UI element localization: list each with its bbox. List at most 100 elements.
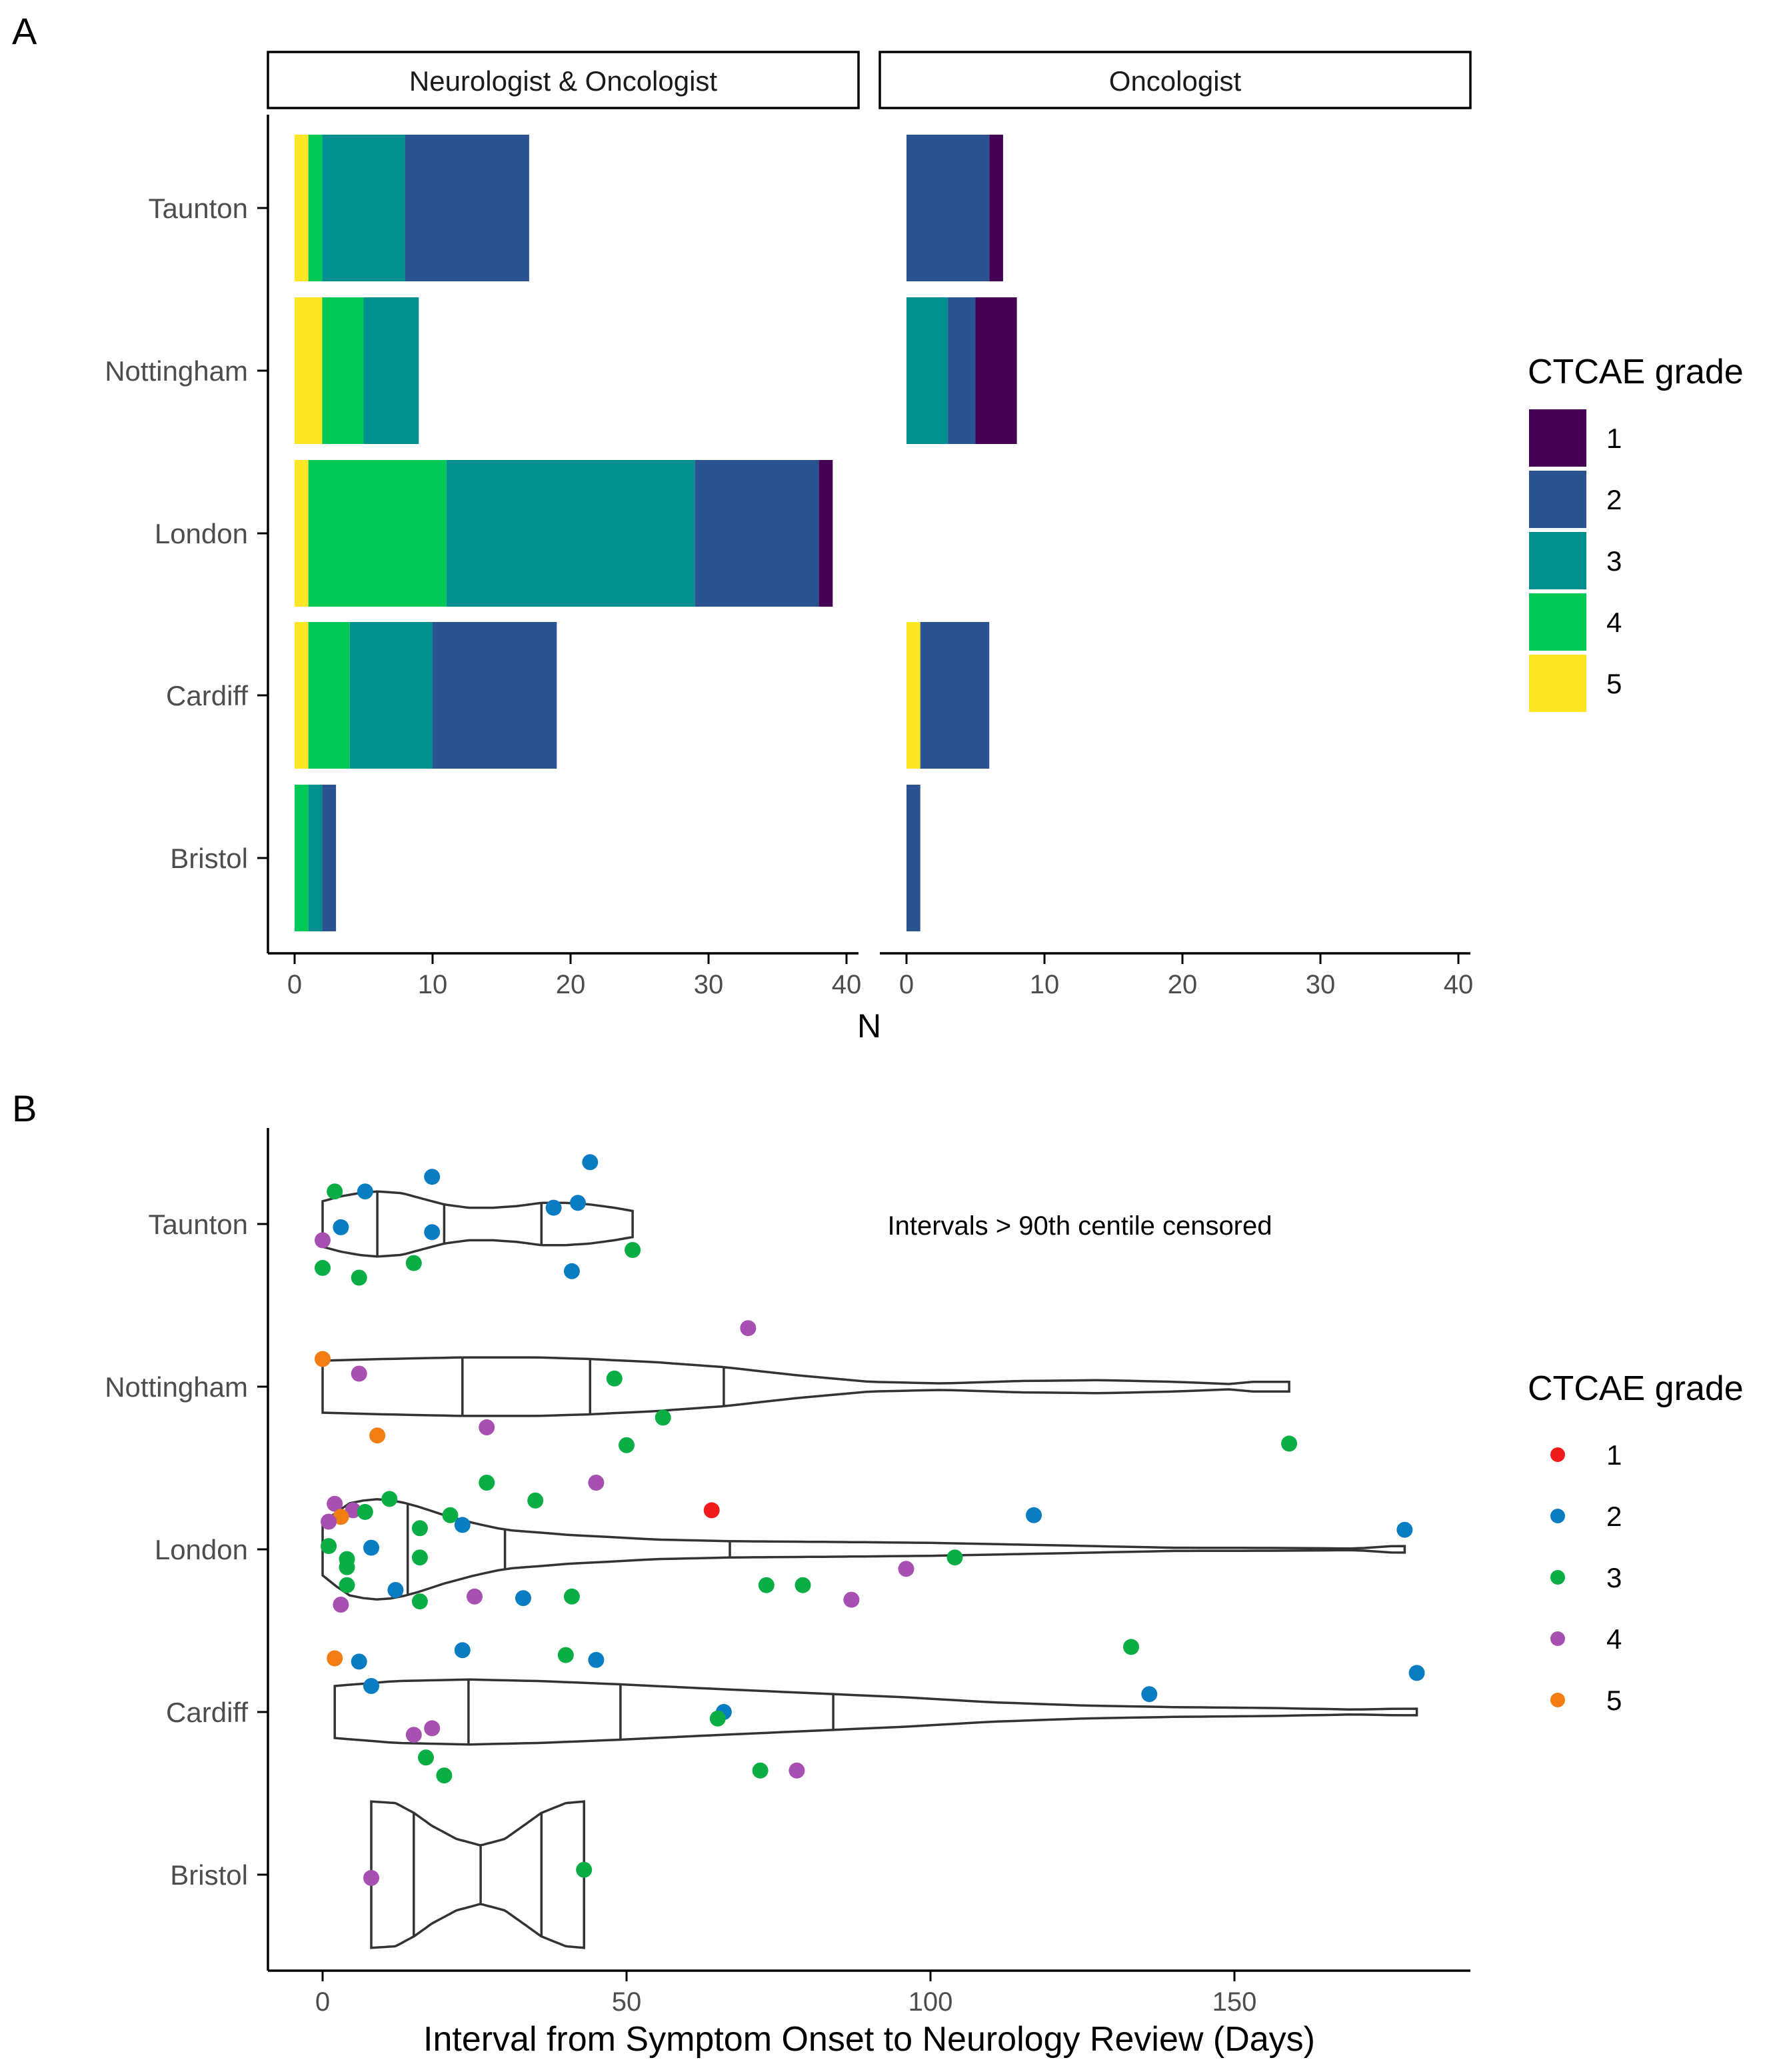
point-london-grade-4: [588, 1475, 605, 1491]
point-taunton-grade-2: [545, 1199, 562, 1216]
point-legend-key: [1550, 1570, 1565, 1585]
point-legend-key: [1550, 1509, 1565, 1523]
bar-segment-london-grade-1: [819, 460, 833, 607]
bar-legend-label: 1: [1606, 423, 1622, 454]
violin-y-tick-label: London: [155, 1534, 248, 1565]
point-london-grade-3: [339, 1577, 355, 1593]
point-taunton-grade-3: [351, 1269, 367, 1286]
bar-legend-key: [1529, 409, 1586, 467]
point-taunton-grade-4: [315, 1232, 331, 1249]
point-london-grade-3: [411, 1520, 428, 1537]
bar-legend-label: 2: [1606, 484, 1622, 515]
bar-x-tick-label: 20: [1168, 970, 1198, 999]
bar-segment-taunton-grade-2: [405, 135, 529, 281]
bar-legend-label: 5: [1606, 668, 1622, 699]
bar-legend: CTCAE grade 1 2 3 4 5: [1528, 353, 1744, 712]
point-london-grade-3: [479, 1475, 495, 1491]
point-london-grade-3: [357, 1503, 373, 1520]
point-nottingham-grade-5: [315, 1351, 331, 1367]
violin-x-tick-label: 150: [1212, 1987, 1257, 2017]
point-bristol-grade-4: [363, 1869, 379, 1886]
bar-segment-nottingham-grade-1: [975, 297, 1017, 444]
censor-annotation: Intervals > 90th centile censored: [887, 1211, 1272, 1241]
point-taunton-grade-2: [357, 1183, 373, 1200]
violin-x-tick-label: 100: [908, 1987, 953, 2017]
bar-x-tick-label: 40: [832, 970, 862, 999]
bar-segment-taunton-grade-2: [906, 135, 990, 281]
point-nottingham-grade-4: [740, 1320, 757, 1337]
bar-segment-taunton-grade-4: [308, 135, 323, 281]
bar-legend-label: 4: [1606, 607, 1622, 638]
violin-y-tick-label: Cardiff: [166, 1697, 248, 1728]
bar-legend-title: CTCAE grade: [1528, 353, 1744, 391]
point-bristol-grade-3: [576, 1861, 593, 1878]
bar-segment-cardiff-grade-3: [349, 622, 433, 769]
bar-legend-label: 3: [1606, 545, 1622, 577]
violin-y-ticks: Taunton Nottingham London Cardiff Bristo…: [105, 1209, 268, 1891]
violin-y-tick-label: Taunton: [149, 1209, 248, 1240]
point-legend-key: [1550, 1693, 1565, 1707]
point-legend-key: [1550, 1447, 1565, 1462]
point-cardiff-grade-2: [588, 1651, 605, 1668]
bar-segment-cardiff-grade-5: [906, 622, 920, 769]
point-london-grade-2: [454, 1517, 471, 1533]
point-legend-label: 1: [1606, 1439, 1622, 1471]
bar-segment-london-grade-2: [695, 460, 819, 607]
jitter-points: [315, 1154, 1425, 1886]
violin-london: [321, 1498, 1406, 1601]
bar-x-ticks-left: 0 10 20 30 40: [287, 953, 861, 999]
bar-segment-nottingham-grade-5: [295, 297, 323, 444]
point-london-grade-4: [467, 1588, 483, 1605]
violin-x-tick-label: 50: [612, 1987, 642, 2017]
point-cardiff-grade-5: [327, 1650, 343, 1667]
bar-segment-cardiff-grade-2: [920, 622, 990, 769]
violin-x-ticks: 0 50 100 150: [315, 1971, 1257, 2017]
facet-strip-right-label: Oncologist: [1109, 65, 1242, 97]
bar-segment-london-grade-3: [446, 460, 695, 607]
point-cardiff-grade-2: [363, 1678, 379, 1694]
point-nottingham-grade-4: [351, 1365, 367, 1382]
bar-segment-taunton-grade-1: [989, 135, 1003, 281]
point-cardiff-grade-3: [709, 1710, 726, 1727]
panel-b: B Intervals > 90th centile censored Taun…: [12, 1087, 1744, 2059]
point-nottingham-grade-3: [1281, 1435, 1298, 1452]
bar-segment-nottingham-grade-3: [906, 297, 948, 444]
point-london-grade-4: [898, 1561, 914, 1577]
facet-strip-left-label: Neurologist & Oncologist: [409, 65, 718, 97]
bar-segment-taunton-grade-5: [295, 135, 309, 281]
bar-y-tick-label: Taunton: [149, 193, 248, 224]
point-london-grade-2: [1026, 1507, 1042, 1523]
point-legend-key: [1550, 1631, 1565, 1646]
bar-x-tick-label: 0: [899, 970, 914, 999]
point-taunton-grade-2: [424, 1169, 441, 1185]
point-legend: CTCAE grade 1 2 3 4 5: [1528, 1369, 1744, 1716]
point-london-grade-1: [703, 1502, 720, 1519]
bar-segment-london-grade-5: [295, 460, 309, 607]
bar-segment-cardiff-grade-2: [433, 622, 557, 769]
violin-y-tick-label: Nottingham: [105, 1371, 248, 1403]
point-london-grade-4: [333, 1597, 349, 1613]
point-taunton-grade-2: [570, 1195, 586, 1211]
point-cardiff-grade-3: [418, 1749, 434, 1766]
point-nottingham-grade-5: [369, 1427, 386, 1444]
point-london-grade-3: [381, 1491, 398, 1507]
point-cardiff-grade-3: [436, 1767, 453, 1784]
bar-x-tick-label: 10: [418, 970, 448, 999]
point-cardiff-grade-4: [405, 1727, 422, 1743]
panel-a: A Neurologist & Oncologist Oncologist Ta…: [12, 10, 1744, 1045]
point-london-grade-3: [758, 1577, 775, 1593]
facet-strip-right-box: [879, 51, 1472, 109]
point-london-grade-2: [363, 1539, 379, 1556]
point-cardiff-grade-2: [351, 1653, 367, 1670]
bar-segment-london-grade-4: [308, 460, 447, 607]
point-taunton-grade-3: [405, 1255, 422, 1271]
violin-nottingham: [321, 1356, 1290, 1417]
bar-y-tick-label: London: [155, 518, 248, 549]
bar-legend-key: [1529, 655, 1586, 712]
point-london-grade-2: [1396, 1521, 1413, 1538]
violin-bristol: [370, 1800, 585, 1949]
point-cardiff-grade-3: [557, 1647, 574, 1663]
panel-b-label: B: [12, 1087, 37, 1129]
point-nottingham-grade-3: [606, 1370, 623, 1387]
